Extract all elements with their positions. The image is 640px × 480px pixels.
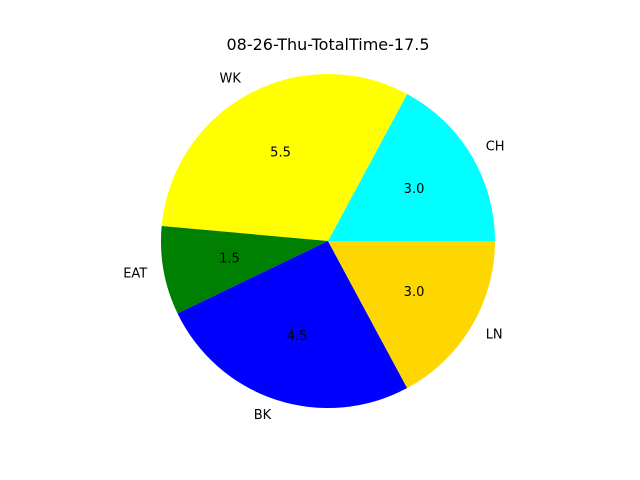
- value-label-ch: 3.0: [404, 182, 425, 197]
- pie-slice-bk: [177, 241, 408, 408]
- slice-label-wk: WK: [220, 72, 242, 87]
- pie-slice-ch: [328, 93, 495, 241]
- pie-slice-wk: [161, 73, 408, 241]
- slice-label-eat: EAT: [123, 266, 147, 281]
- pie-slice-eat: [160, 226, 328, 314]
- pie-labels: CH 3.0 WK 5.5 EAT 1.5 BK 4.5 LN 3.0: [123, 72, 504, 423]
- value-label-wk: 5.5: [270, 145, 291, 160]
- pie-slice-ln: [328, 241, 495, 389]
- slice-label-ch: CH: [486, 139, 505, 154]
- slice-label-ln: LN: [486, 328, 503, 343]
- value-label-bk: 4.5: [287, 329, 308, 344]
- chart-title: 08-26-Thu-TotalTime-17.5: [226, 35, 429, 54]
- pie-slices: [160, 73, 495, 408]
- value-label-ln: 3.0: [404, 285, 425, 300]
- slice-label-bk: BK: [254, 408, 272, 423]
- value-label-eat: 1.5: [219, 251, 240, 266]
